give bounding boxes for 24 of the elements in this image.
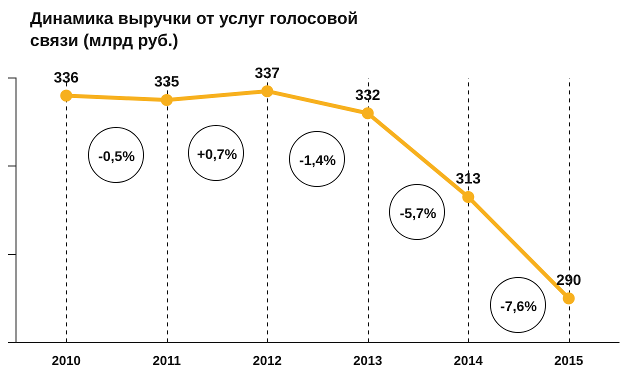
annotation: +0,7%	[196, 144, 238, 164]
point	[160, 94, 173, 106]
x-tick-label: 2010	[52, 352, 81, 368]
data-label: 313	[456, 170, 481, 188]
annotation: -1,4%	[298, 151, 337, 170]
x-tick-label: 2012	[252, 352, 282, 368]
point	[60, 90, 72, 102]
data-label: 332	[355, 86, 380, 104]
x-tick-label: 2011	[152, 352, 181, 368]
data-label: 335	[154, 74, 180, 91]
point	[261, 85, 274, 98]
point	[562, 292, 575, 304]
x-tick-label: 2015	[554, 352, 584, 368]
data-label: 337	[254, 64, 280, 82]
data-label: 290	[556, 272, 582, 289]
point	[462, 190, 474, 203]
point	[362, 107, 374, 120]
data-label: 336	[54, 69, 79, 86]
x-tick-label: 2013	[353, 352, 382, 368]
annotation: -7,6%	[499, 296, 538, 316]
annotation: -0,5%	[97, 146, 136, 166]
x-tick-label: 2014	[454, 352, 484, 368]
chart-title: Динамика выручки от услуг голосовой связи (млрд руб.)	[30, 8, 359, 52]
annotation: -5,7%	[398, 204, 438, 224]
